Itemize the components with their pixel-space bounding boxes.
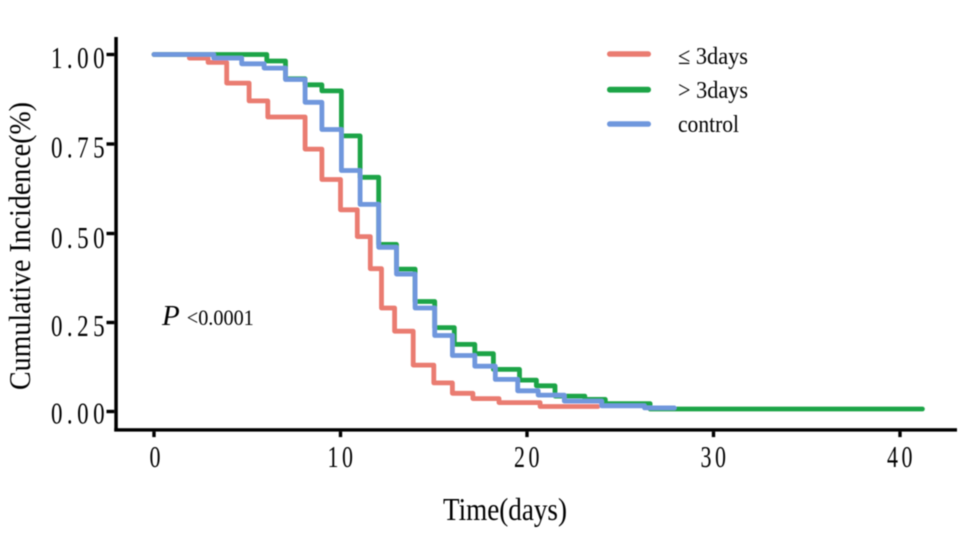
- svg-text:40: 40: [887, 439, 916, 474]
- svg-text:> 3days: > 3days: [678, 78, 748, 104]
- svg-text:control: control: [678, 112, 739, 138]
- svg-text:0.00: 0.00: [51, 396, 109, 431]
- svg-text:30: 30: [701, 439, 730, 474]
- svg-text:0.50: 0.50: [51, 220, 109, 255]
- svg-text:P: P: [161, 300, 180, 332]
- svg-text:20: 20: [514, 439, 543, 474]
- svg-text:0.25: 0.25: [51, 308, 109, 343]
- svg-text:10: 10: [328, 439, 357, 474]
- svg-text:Cumulative Incidence(%): Cumulative Incidence(%): [2, 102, 37, 390]
- svg-text:1.00: 1.00: [51, 40, 109, 75]
- svg-text:<0.0001: <0.0001: [187, 305, 254, 330]
- svg-text:≤ 3days: ≤ 3days: [678, 44, 748, 70]
- svg-text:0.75: 0.75: [51, 130, 109, 165]
- svg-text:Time(days): Time(days): [443, 491, 567, 527]
- svg-text:0: 0: [150, 439, 161, 474]
